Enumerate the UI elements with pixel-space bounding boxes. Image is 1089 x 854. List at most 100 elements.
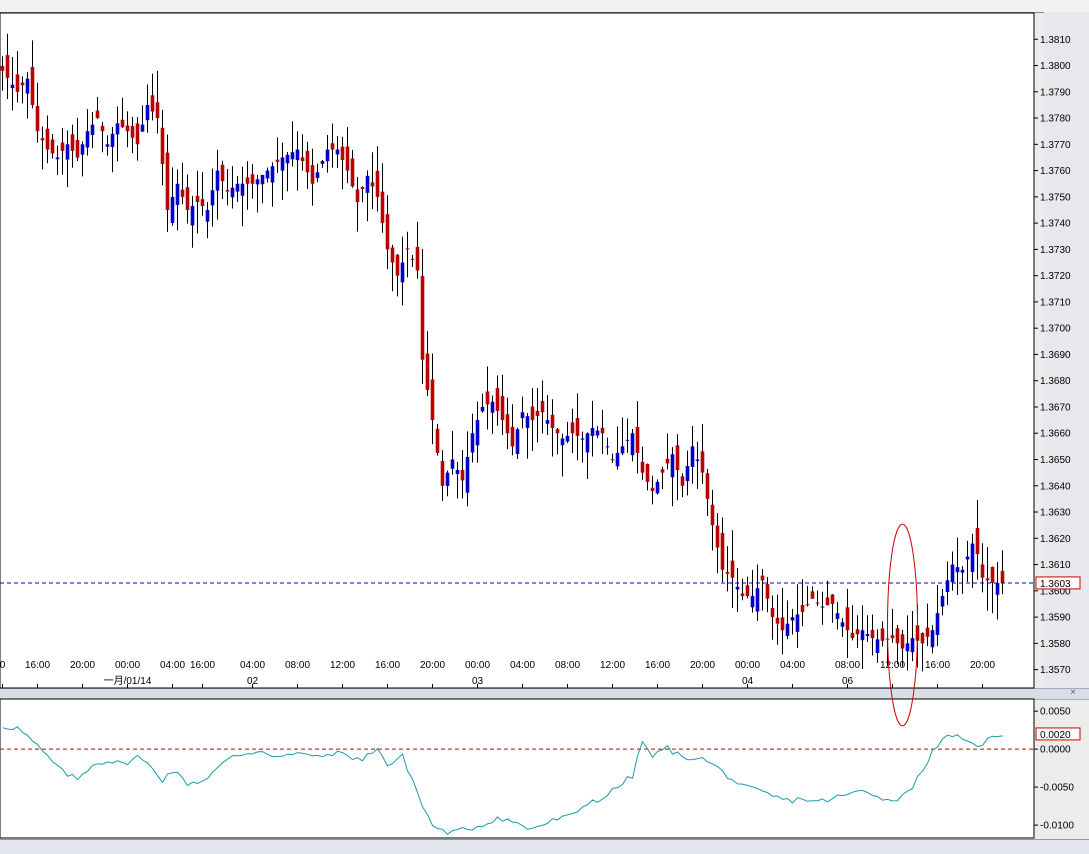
candle-body[interactable]: [190, 206, 195, 226]
candle-body[interactable]: [630, 433, 635, 456]
candle-body[interactable]: [60, 142, 65, 151]
candle-body[interactable]: [270, 166, 275, 183]
candle-body[interactable]: [205, 209, 210, 222]
candle-body[interactable]: [620, 446, 625, 454]
candle-body[interactable]: [680, 476, 685, 486]
candle-body[interactable]: [70, 134, 75, 151]
candle-body[interactable]: [970, 543, 975, 573]
candle-body[interactable]: [265, 170, 270, 179]
candle-body[interactable]: [735, 586, 740, 590]
candle-body[interactable]: [925, 627, 930, 637]
candle-body[interactable]: [170, 196, 175, 224]
candle-body[interactable]: [600, 427, 605, 434]
candle-body[interactable]: [240, 183, 245, 196]
candle-body[interactable]: [950, 564, 955, 583]
candle-body[interactable]: [285, 154, 290, 164]
candle-body[interactable]: [390, 247, 395, 263]
candle-body[interactable]: [230, 187, 235, 198]
candle-body[interactable]: [80, 144, 85, 155]
candle-body[interactable]: [5, 55, 10, 78]
candle-body[interactable]: [545, 420, 550, 424]
candle-body[interactable]: [870, 630, 875, 639]
candle-body[interactable]: [125, 125, 130, 132]
candle-body[interactable]: [880, 628, 885, 641]
candle-body[interactable]: [595, 430, 600, 436]
candle-body[interactable]: [720, 532, 725, 570]
candle-body[interactable]: [940, 596, 945, 607]
candle-body[interactable]: [410, 258, 415, 260]
candle-body[interactable]: [930, 630, 935, 648]
candle-body[interactable]: [50, 139, 55, 154]
candle-body[interactable]: [590, 427, 595, 436]
candle-body[interactable]: [960, 569, 965, 573]
candle-body[interactable]: [790, 617, 795, 621]
candle-body[interactable]: [35, 105, 40, 132]
candle-body[interactable]: [485, 391, 490, 405]
candle-body[interactable]: [805, 604, 810, 606]
candle-body[interactable]: [945, 580, 950, 592]
candle-body[interactable]: [260, 174, 265, 185]
candle-body[interactable]: [145, 104, 150, 121]
candle-body[interactable]: [585, 433, 590, 453]
candle-body[interactable]: [350, 158, 355, 187]
candle-body[interactable]: [340, 146, 345, 161]
candle-body[interactable]: [140, 124, 145, 132]
candle-body[interactable]: [810, 591, 815, 599]
candle-body[interactable]: [815, 602, 820, 604]
candle-body[interactable]: [55, 157, 60, 160]
candle-body[interactable]: [360, 187, 365, 189]
candle-body[interactable]: [90, 124, 95, 135]
candle-body[interactable]: [615, 452, 620, 467]
candle-body[interactable]: [715, 525, 720, 548]
candle-body[interactable]: [855, 629, 860, 635]
candle-body[interactable]: [570, 422, 575, 434]
candle-body[interactable]: [290, 152, 295, 160]
candle-body[interactable]: [375, 170, 380, 197]
candle-body[interactable]: [275, 159, 280, 162]
candle-body[interactable]: [690, 446, 695, 467]
candle-body[interactable]: [370, 182, 375, 187]
candle-body[interactable]: [395, 254, 400, 276]
candle-body[interactable]: [305, 150, 310, 173]
candle-body[interactable]: [175, 183, 180, 205]
candle-body[interactable]: [840, 622, 845, 627]
candle-body[interactable]: [405, 248, 410, 250]
candle-body[interactable]: [800, 605, 805, 612]
candle-body[interactable]: [220, 164, 225, 182]
candle-body[interactable]: [85, 131, 90, 148]
candle-body[interactable]: [890, 635, 895, 639]
candle-body[interactable]: [105, 144, 110, 147]
candle-body[interactable]: [490, 401, 495, 413]
candle-body[interactable]: [835, 613, 840, 619]
candle-body[interactable]: [460, 470, 465, 481]
candle-body[interactable]: [130, 126, 135, 138]
candle-body[interactable]: [465, 456, 470, 493]
candle-body[interactable]: [850, 632, 855, 639]
candle-body[interactable]: [455, 470, 460, 474]
candle-body[interactable]: [765, 584, 770, 599]
candle-body[interactable]: [315, 172, 320, 178]
candle-body[interactable]: [470, 433, 475, 453]
candle-body[interactable]: [990, 566, 995, 583]
candle-body[interactable]: [525, 416, 530, 428]
candle-body[interactable]: [155, 102, 160, 119]
candle-body[interactable]: [730, 560, 735, 578]
candle-body[interactable]: [1000, 570, 1005, 583]
candle-body[interactable]: [160, 127, 165, 165]
candle-body[interactable]: [635, 427, 640, 453]
candle-body[interactable]: [830, 594, 835, 604]
candle-body[interactable]: [540, 400, 545, 413]
candle-body[interactable]: [330, 143, 335, 150]
candle-body[interactable]: [245, 177, 250, 184]
candle-body[interactable]: [110, 133, 115, 147]
candle-body[interactable]: [685, 466, 690, 482]
candle-body[interactable]: [200, 199, 205, 207]
candle-body[interactable]: [640, 461, 645, 473]
candle-body[interactable]: [415, 247, 420, 271]
candle-body[interactable]: [495, 388, 500, 411]
candle-body[interactable]: [750, 596, 755, 608]
candle-body[interactable]: [515, 429, 520, 454]
candle-body[interactable]: [150, 95, 155, 112]
candle-body[interactable]: [625, 439, 630, 441]
